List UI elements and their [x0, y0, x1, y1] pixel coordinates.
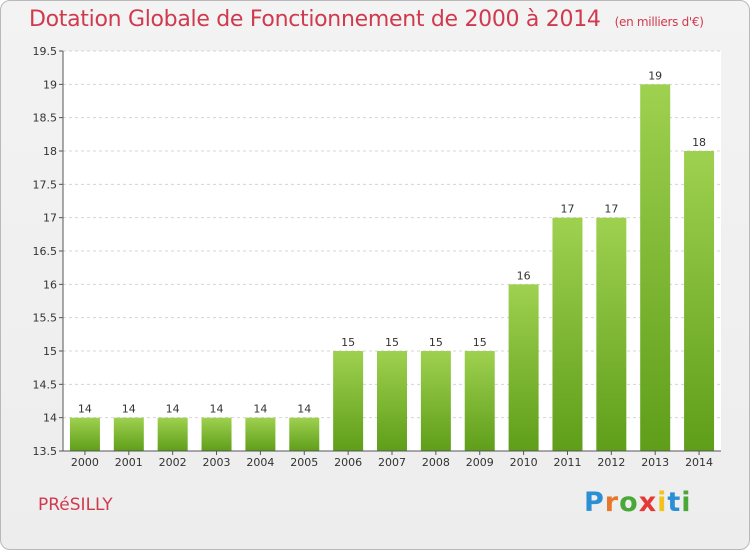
- bar-2003: [201, 417, 232, 451]
- data-label: 14: [210, 403, 224, 416]
- proxiti-logo: Proxiti: [584, 487, 692, 518]
- x-tick-label: 2011: [553, 456, 581, 469]
- logo-letter: P: [584, 487, 605, 518]
- data-label: 19: [648, 69, 662, 82]
- y-tick-label: 15.5: [33, 312, 58, 325]
- chart-title-text: Dotation Globale de Fonctionnement de 20…: [29, 7, 601, 32]
- x-tick-label: 2002: [159, 456, 187, 469]
- data-label: 16: [517, 269, 531, 282]
- x-tick-label: 2012: [597, 456, 625, 469]
- data-label: 15: [473, 336, 487, 349]
- bar-2006: [333, 351, 364, 451]
- x-tick-label: 2013: [641, 456, 669, 469]
- x-tick-label: 2008: [422, 456, 450, 469]
- y-tick-label: 17: [43, 212, 57, 225]
- logo-letter: x: [638, 487, 658, 518]
- bar-2011: [552, 217, 583, 451]
- y-tick-label: 13.5: [33, 445, 58, 458]
- logo-letter: i: [657, 487, 668, 518]
- bar-2012: [596, 217, 627, 451]
- logo-letter: r: [604, 487, 620, 518]
- logo-letter: o: [619, 487, 639, 518]
- x-tick-label: 2009: [466, 456, 494, 469]
- bar-2007: [377, 351, 407, 451]
- data-label: 18: [692, 136, 706, 149]
- x-tick-label: 2005: [290, 456, 318, 469]
- logo-letter: i: [681, 487, 692, 518]
- data-label: 14: [78, 403, 92, 416]
- bar-2010: [508, 284, 539, 451]
- y-tick-label: 19: [43, 78, 57, 91]
- bar-2005: [289, 417, 320, 451]
- bar-2008: [420, 351, 451, 451]
- y-tick-label: 14: [43, 412, 57, 425]
- x-tick-label: 2003: [203, 456, 231, 469]
- bar-2001: [113, 417, 144, 451]
- bar-2004: [245, 417, 276, 451]
- y-tick-label: 19.5: [33, 45, 58, 58]
- chart-title: Dotation Globale de Fonctionnement de 20…: [29, 7, 704, 32]
- data-label: 15: [385, 336, 399, 349]
- bar-2009: [464, 351, 495, 451]
- y-tick-label: 16: [43, 278, 57, 291]
- commune-name: PRéSILLY: [38, 495, 113, 515]
- x-tick-label: 2010: [510, 456, 538, 469]
- x-tick-label: 2000: [71, 456, 99, 469]
- chart-subtitle: (en milliers d'€): [614, 15, 704, 29]
- bar-2014: [684, 151, 715, 451]
- data-label: 14: [297, 403, 311, 416]
- x-tick-label: 2007: [378, 456, 406, 469]
- x-tick-label: 2001: [115, 456, 143, 469]
- data-label: 14: [253, 403, 267, 416]
- data-label: 14: [122, 403, 136, 416]
- data-label: 15: [341, 336, 355, 349]
- logo-letter: t: [667, 487, 682, 518]
- data-label: 14: [166, 403, 180, 416]
- y-tick-label: 18: [43, 145, 57, 158]
- bar-2013: [640, 84, 671, 451]
- y-tick-label: 14.5: [33, 378, 58, 391]
- data-label: 17: [560, 203, 574, 216]
- x-tick-label: 2004: [246, 456, 274, 469]
- data-label: 15: [429, 336, 443, 349]
- data-label: 17: [604, 203, 618, 216]
- bar-2002: [157, 417, 188, 451]
- y-tick-label: 17.5: [33, 178, 58, 191]
- x-tick-label: 2006: [334, 456, 362, 469]
- bar-2000: [69, 417, 100, 451]
- x-tick-label: 2014: [685, 456, 713, 469]
- y-tick-label: 18.5: [33, 112, 58, 125]
- y-tick-label: 15: [43, 345, 57, 358]
- y-tick-label: 16.5: [33, 245, 58, 258]
